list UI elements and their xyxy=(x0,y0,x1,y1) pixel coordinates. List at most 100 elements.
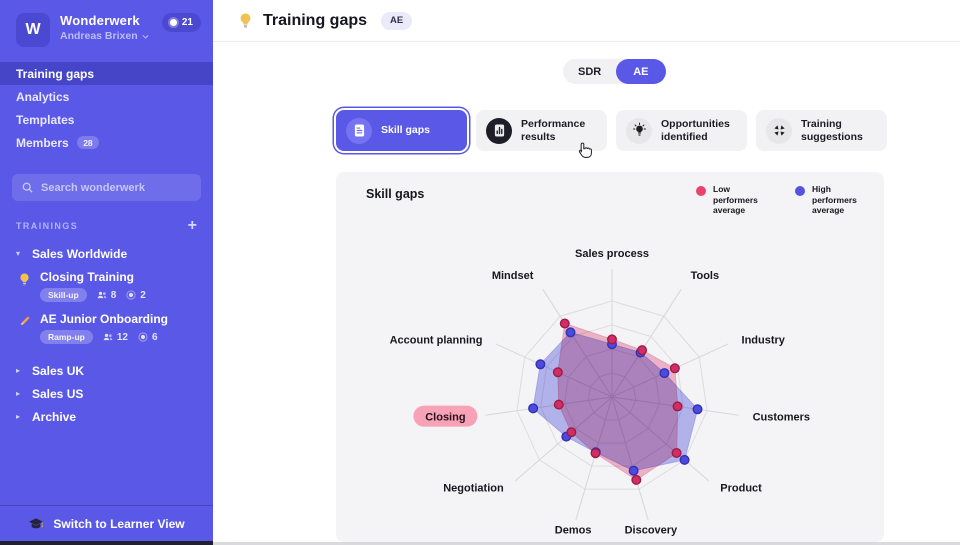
radar-axis-label[interactable]: Tools xyxy=(691,270,720,282)
user-menu[interactable]: Andreas Brixen xyxy=(60,30,150,42)
radar-data-point[interactable] xyxy=(669,363,680,374)
radar-data-point[interactable] xyxy=(590,448,601,459)
page-header: Training gaps AE xyxy=(213,0,960,42)
radar-axis-label[interactable]: Mindset xyxy=(492,270,534,282)
radar-data-point[interactable] xyxy=(559,318,570,329)
radar-data-point[interactable] xyxy=(535,359,546,370)
training-group-sales-us[interactable]: ▸ Sales US xyxy=(0,382,213,405)
tab-skill-gaps[interactable]: Skill gaps xyxy=(336,110,467,151)
radar-data-point[interactable] xyxy=(528,403,539,414)
training-item[interactable]: Closing Training Skill-up 8 2 xyxy=(0,265,213,307)
view-tabs: Skill gaps Performance results Opportuniti… xyxy=(336,110,887,151)
tab-opportunities-identified[interactable]: Opportunities identified xyxy=(616,110,747,151)
radar-data-point[interactable] xyxy=(628,465,639,476)
chevron-collapsed-icon: ▸ xyxy=(16,412,21,421)
members-count: 8 xyxy=(96,289,117,301)
radar-data-point[interactable] xyxy=(692,404,703,415)
sidebar-nav: Training gaps Analytics Templates Members 28 xyxy=(0,62,213,154)
tab-training-suggestions[interactable]: Training suggestions xyxy=(756,110,887,151)
notification-badge[interactable]: 21 xyxy=(161,13,201,32)
radar-data-point[interactable] xyxy=(672,401,683,412)
sidebar-item-training-gaps[interactable]: Training gaps xyxy=(0,62,213,85)
sidebar-item-label: Analytics xyxy=(16,89,70,104)
page-title: Training gaps xyxy=(263,11,368,29)
chart-legend: Low performers average High performers av… xyxy=(696,184,870,216)
notification-count: 21 xyxy=(181,17,193,28)
skill-gaps-icon xyxy=(354,124,364,137)
training-group-sales-worldwide[interactable]: ▾ Sales Worldwide xyxy=(0,242,213,265)
training-group-archive[interactable]: ▸ Archive xyxy=(0,405,213,428)
training-meta: Ramp-up 12 6 xyxy=(40,330,203,344)
tab-label: Performance results xyxy=(521,118,586,143)
radar-data-point[interactable] xyxy=(637,345,648,356)
lightbulb-icon xyxy=(20,273,29,286)
sidebar-item-label: Templates xyxy=(16,112,75,127)
legend-dot-icon xyxy=(795,186,805,196)
radar-axis-label[interactable]: Discovery xyxy=(625,524,678,536)
sidebar-item-analytics[interactable]: Analytics xyxy=(0,85,213,108)
tab-icon-wrap xyxy=(346,117,372,144)
sidebar-item-templates[interactable]: Templates xyxy=(0,108,213,131)
sidebar-item-label: Members xyxy=(16,135,69,150)
sessions-count: 6 xyxy=(137,331,158,343)
radar-axis-label[interactable]: Negotiation xyxy=(443,482,504,494)
radar-data-point[interactable] xyxy=(671,447,682,458)
tab-icon-wrap xyxy=(626,117,652,144)
radar-axis-label[interactable]: Industry xyxy=(742,335,786,347)
trainings-label: TRAININGS xyxy=(16,221,79,231)
collapsed-groups: ▸ Sales UK ▸ Sales US ▸ Archive xyxy=(0,359,213,428)
switch-learner-view-label: Switch to Learner View xyxy=(53,516,185,531)
radar-data-point[interactable] xyxy=(679,454,690,465)
workspace-header: W Wonderwerk Andreas Brixen 21 xyxy=(16,13,201,47)
members-count: 12 xyxy=(102,331,128,343)
tab-label: Training suggestions xyxy=(801,118,863,143)
user-name: Andreas Brixen xyxy=(60,30,138,42)
toggle-option-ae[interactable]: AE xyxy=(616,59,666,84)
window-edge xyxy=(213,542,960,545)
training-group-label: Sales US xyxy=(32,386,84,401)
workspace-logo[interactable]: W xyxy=(16,13,50,47)
training-item[interactable]: AE Junior Onboarding Ramp-up 12 6 xyxy=(0,307,213,349)
tab-icon-wrap xyxy=(766,117,792,144)
workspace-text: Wonderwerk Andreas Brixen xyxy=(60,13,150,42)
sidebar-item-members[interactable]: Members 28 xyxy=(0,131,213,154)
sessions-dot-icon xyxy=(126,290,136,300)
add-training-button[interactable]: + xyxy=(187,217,197,234)
members-count-value: 8 xyxy=(110,289,117,301)
radar-axis-label-highlighted[interactable]: Closing xyxy=(425,412,465,424)
trainings-tree: ▾ Sales Worldwide Closing Training Skill-up… xyxy=(0,242,213,428)
highlighted-axis-pill[interactable] xyxy=(413,405,478,427)
training-group-sales-uk[interactable]: ▸ Sales UK xyxy=(0,359,213,382)
segment-badge: AE xyxy=(381,11,413,30)
radar-axis-label[interactable]: Product xyxy=(720,482,762,494)
tab-label: Opportunities identified xyxy=(661,118,730,143)
sessions-count-value: 2 xyxy=(140,289,146,301)
sessions-count: 2 xyxy=(125,289,146,301)
radar-data-point[interactable] xyxy=(631,474,642,485)
radar-axis-label[interactable]: Demos xyxy=(555,524,592,536)
radar-data-point[interactable] xyxy=(552,367,563,378)
member-count-badge: 28 xyxy=(76,136,100,149)
radar-axis-label[interactable]: Customers xyxy=(753,412,810,424)
search-placeholder: Search wonderwerk xyxy=(41,181,145,194)
legend-dot-icon xyxy=(696,186,706,196)
training-type-badge: Skill-up xyxy=(40,288,87,302)
radar-data-point[interactable] xyxy=(607,334,618,345)
pencil-icon xyxy=(20,316,30,326)
radar-data-point[interactable] xyxy=(659,368,670,379)
tab-icon-wrap xyxy=(486,117,512,144)
radar-data-point[interactable] xyxy=(565,327,576,338)
toggle-option-sdr[interactable]: SDR xyxy=(578,65,602,78)
switch-learner-view-button[interactable]: Switch to Learner View xyxy=(0,505,213,541)
tab-performance-results[interactable]: Performance results xyxy=(476,110,607,151)
radar-data-point[interactable] xyxy=(553,399,564,410)
training-group-label: Sales Worldwide xyxy=(32,246,128,261)
legend-entry: Low performers average xyxy=(696,184,771,216)
search-input[interactable]: Search wonderwerk xyxy=(12,174,201,201)
tab-label: Skill gaps xyxy=(381,124,431,137)
training-meta: Skill-up 8 2 xyxy=(40,288,203,302)
radar-axis-label[interactable]: Account planning xyxy=(390,335,483,347)
radar-data-point[interactable] xyxy=(566,427,577,438)
radar-axis-label[interactable]: Sales process xyxy=(575,248,649,260)
members-count-value: 12 xyxy=(116,331,128,343)
